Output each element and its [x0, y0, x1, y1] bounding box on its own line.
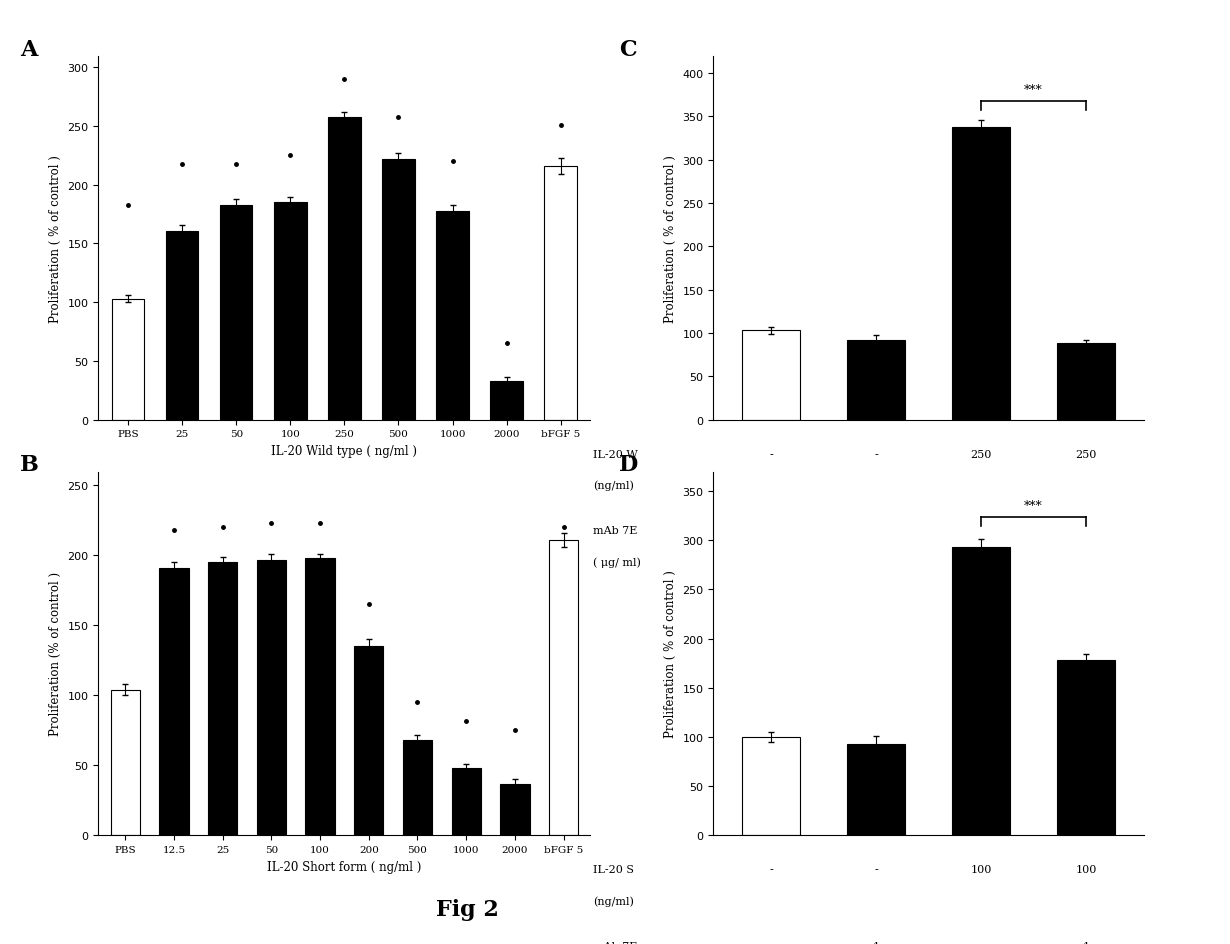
X-axis label: IL-20 Short form ( ng/ml ): IL-20 Short form ( ng/ml ): [267, 860, 422, 872]
Bar: [549, 541, 578, 835]
Text: 250: 250: [970, 449, 991, 459]
Bar: [160, 568, 188, 835]
Text: 100: 100: [1075, 865, 1097, 874]
Text: (ng/ml): (ng/ml): [593, 480, 633, 491]
Text: -: -: [769, 449, 772, 459]
Text: -: -: [769, 526, 772, 535]
Text: B: B: [20, 454, 38, 476]
Bar: [166, 231, 198, 420]
Bar: [491, 381, 523, 420]
Text: -: -: [769, 941, 772, 944]
Bar: [305, 559, 335, 835]
Bar: [328, 118, 360, 420]
X-axis label: IL-20 Wild type ( ng/ml ): IL-20 Wild type ( ng/ml ): [272, 445, 417, 457]
Bar: [220, 206, 252, 420]
Y-axis label: Proliferation ( % of control ): Proliferation ( % of control ): [664, 570, 676, 737]
Bar: [847, 341, 905, 420]
Text: -: -: [875, 865, 878, 874]
Text: IL-20 W: IL-20 W: [593, 449, 637, 459]
Text: D: D: [619, 454, 638, 476]
Bar: [847, 744, 905, 835]
Text: mAb 7E: mAb 7E: [593, 941, 637, 944]
Text: 2.5: 2.5: [1077, 526, 1095, 535]
Bar: [383, 160, 415, 420]
Y-axis label: Proliferation ( % of control ): Proliferation ( % of control ): [664, 155, 676, 322]
Text: ***: ***: [1025, 499, 1043, 512]
Text: C: C: [619, 39, 636, 60]
Y-axis label: Proliferation ( % of control ): Proliferation ( % of control ): [49, 155, 62, 322]
Text: 2.5: 2.5: [867, 526, 886, 535]
Text: -: -: [979, 941, 983, 944]
Bar: [111, 690, 140, 835]
Bar: [742, 331, 800, 420]
Text: ***: ***: [1025, 84, 1043, 96]
Text: -: -: [769, 865, 772, 874]
Y-axis label: Proliferation (% of control ): Proliferation (% of control ): [49, 572, 62, 735]
Text: IL-20 S: IL-20 S: [593, 865, 633, 874]
Bar: [257, 560, 285, 835]
Bar: [1058, 661, 1116, 835]
Bar: [354, 647, 384, 835]
Bar: [742, 737, 800, 835]
Bar: [1058, 344, 1116, 420]
Text: 100: 100: [970, 865, 991, 874]
Bar: [501, 784, 529, 835]
Text: (ng/ml): (ng/ml): [593, 896, 633, 906]
Text: -: -: [979, 526, 983, 535]
Text: -: -: [875, 449, 878, 459]
Text: A: A: [20, 39, 37, 60]
Bar: [952, 127, 1010, 420]
Text: Fig 2: Fig 2: [435, 899, 499, 920]
Text: ( μg/ ml): ( μg/ ml): [593, 556, 641, 567]
Bar: [208, 563, 237, 835]
Bar: [451, 768, 481, 835]
Bar: [437, 211, 469, 420]
Text: 1: 1: [1082, 941, 1090, 944]
Bar: [403, 740, 432, 835]
Bar: [112, 299, 144, 420]
Bar: [545, 167, 577, 420]
Bar: [952, 548, 1010, 835]
Text: mAb 7E: mAb 7E: [593, 526, 637, 535]
Bar: [274, 203, 306, 420]
Text: 1: 1: [872, 941, 879, 944]
Text: 250: 250: [1075, 449, 1097, 459]
